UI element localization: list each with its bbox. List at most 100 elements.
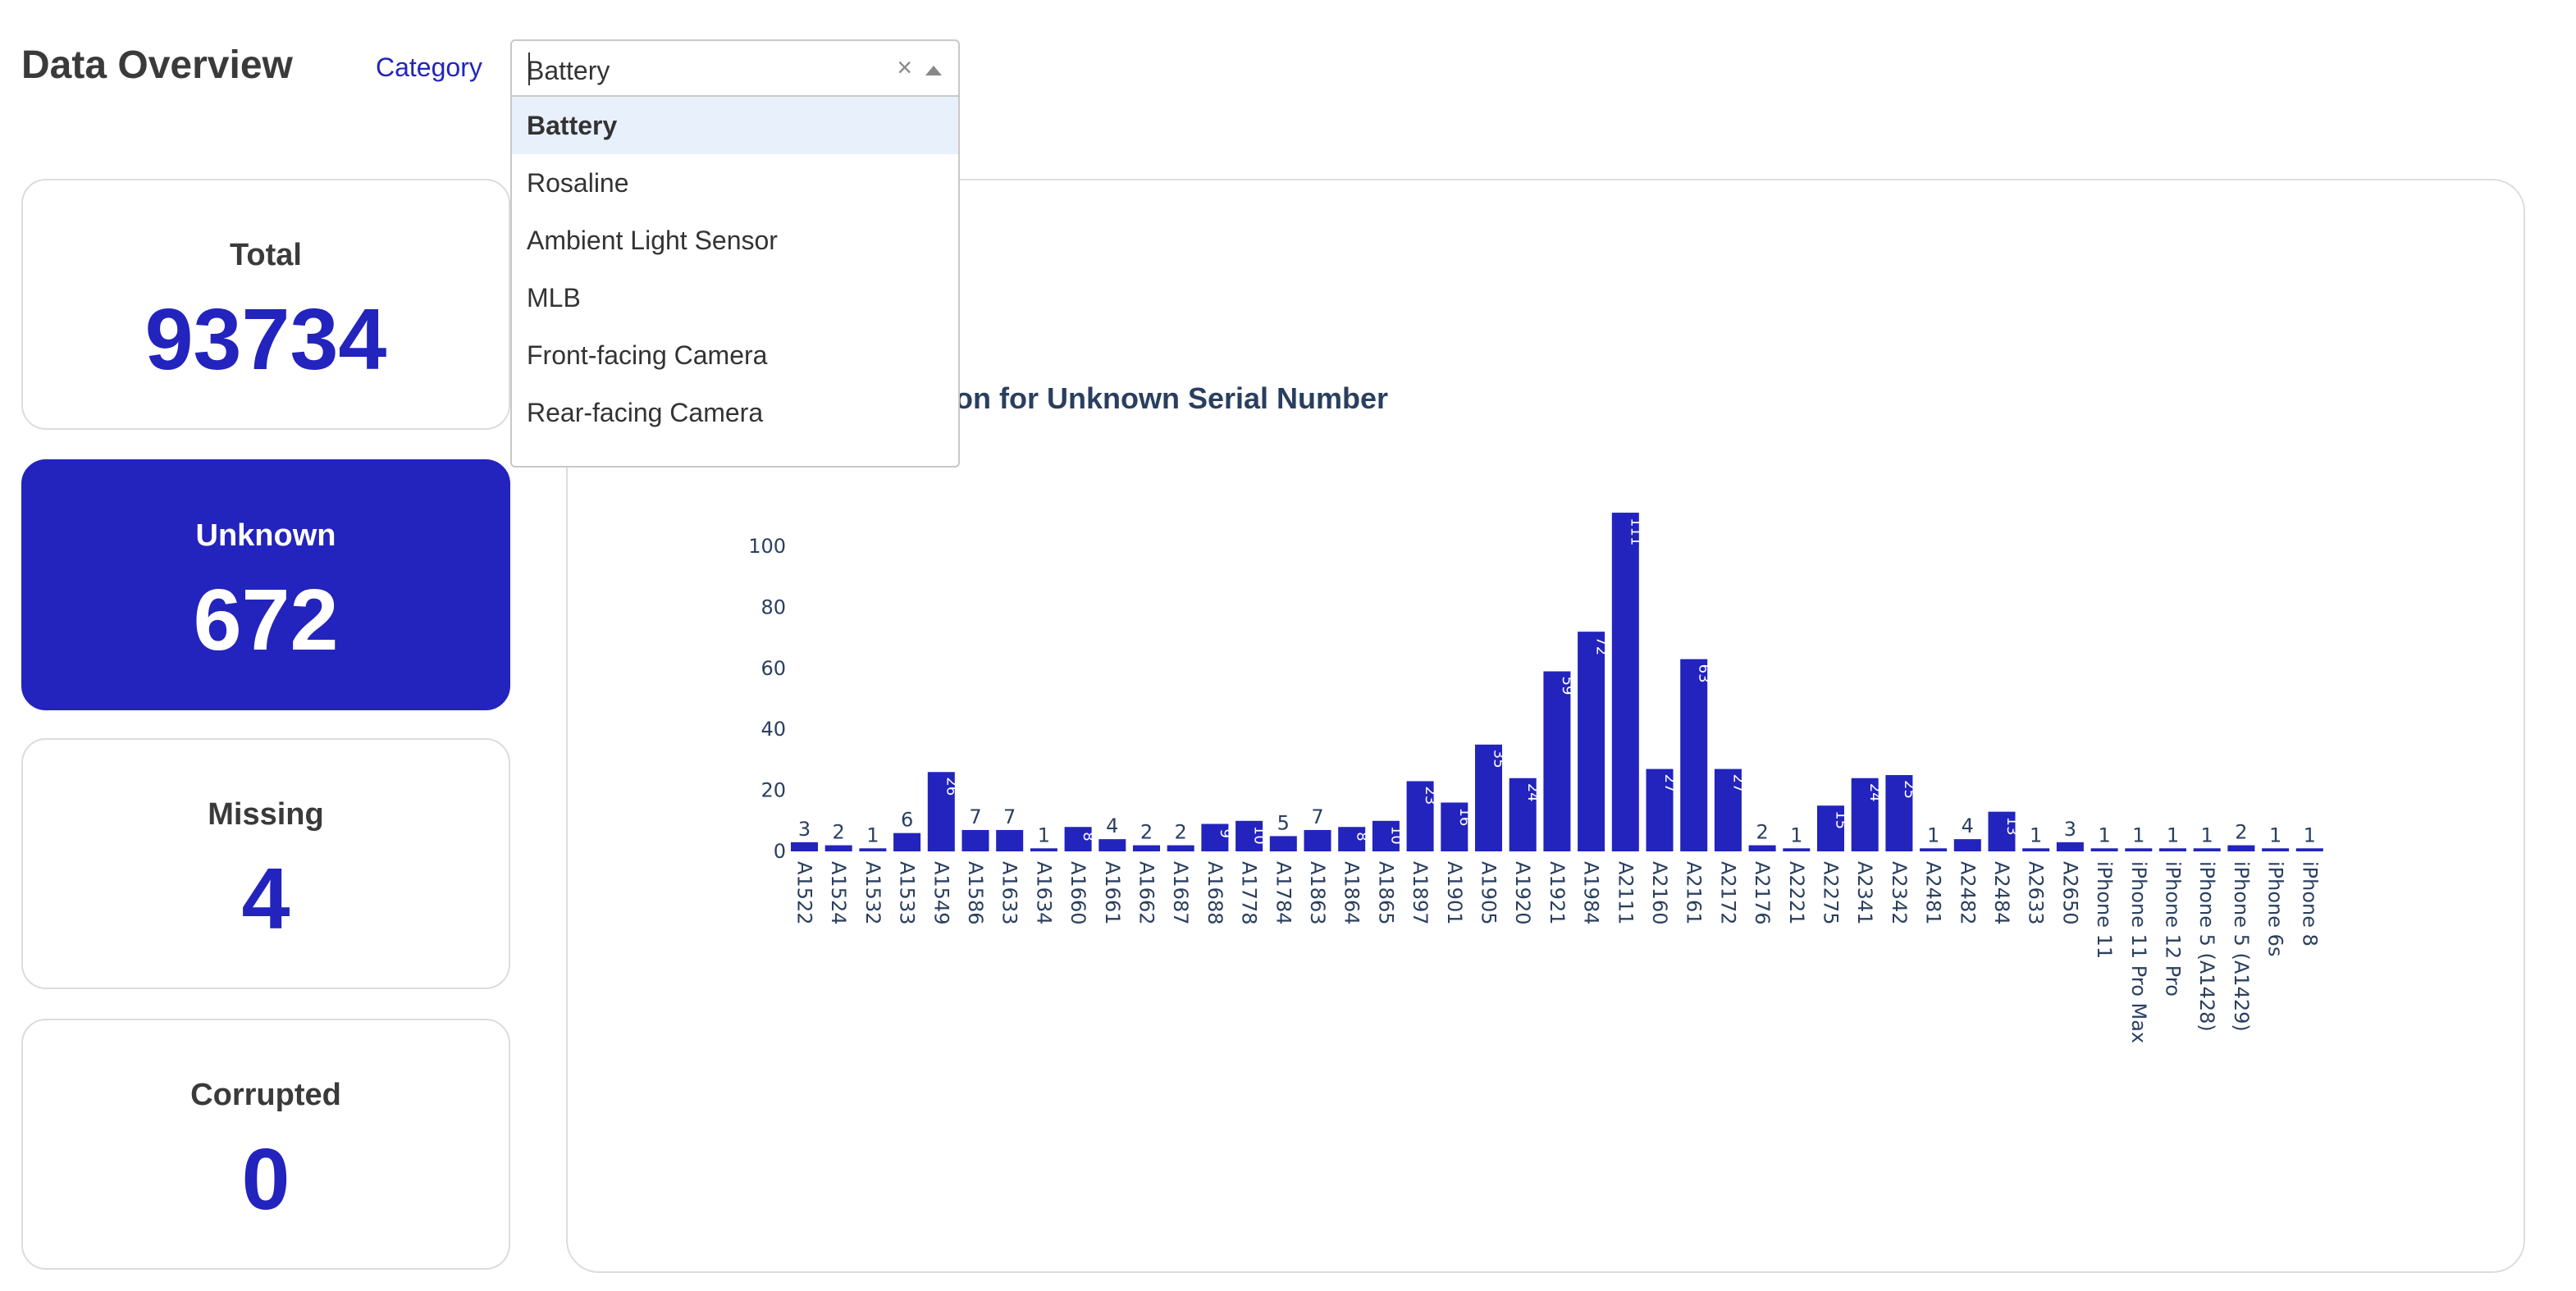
bar-value-label: 7: [1003, 805, 1016, 828]
missing-card-label: Missing: [208, 797, 324, 832]
bar[interactable]: [1748, 845, 1776, 851]
bar[interactable]: [1953, 839, 1981, 851]
bar[interactable]: [2262, 848, 2290, 851]
x-tick-label: A1533: [896, 861, 919, 925]
clear-icon[interactable]: ×: [897, 52, 912, 82]
bar-value-label: 63: [1696, 664, 1713, 683]
bar[interactable]: [2125, 848, 2153, 851]
bar[interactable]: [1988, 811, 2016, 851]
total-card[interactable]: Total 93734: [21, 179, 510, 430]
bar[interactable]: [824, 845, 852, 851]
bar[interactable]: [2295, 848, 2323, 851]
bar[interactable]: [1920, 848, 1948, 851]
bar[interactable]: [1578, 632, 1605, 851]
dropdown-option-mlb[interactable]: MLB: [527, 283, 581, 312]
bar[interactable]: [1098, 839, 1126, 851]
bar[interactable]: [1680, 659, 1708, 851]
chart-panel: ution for Unknown Serial Number 0 20 40 60 8…: [566, 179, 2525, 1273]
bar[interactable]: [996, 829, 1024, 851]
bar-value-label: 24: [1866, 783, 1884, 802]
bar[interactable]: [1441, 802, 1468, 851]
bar[interactable]: [1543, 671, 1571, 851]
missing-card[interactable]: Missing 4: [21, 738, 510, 989]
bar[interactable]: [1235, 820, 1263, 851]
x-tick-label: A2650: [2058, 861, 2081, 925]
x-tick-label: A2176: [1751, 861, 1774, 925]
bar-value-label: 4: [1106, 814, 1118, 837]
bar-value-label: 7: [1311, 805, 1323, 828]
bar[interactable]: [1475, 744, 1502, 851]
bar[interactable]: [859, 848, 887, 851]
bar[interactable]: [1167, 845, 1194, 851]
x-tick-label: A1984: [1580, 861, 1603, 925]
category-select-value[interactable]: Battery: [527, 56, 610, 85]
corrupted-card[interactable]: Corrupted 0: [21, 1019, 510, 1270]
x-tick-label: A2484: [1990, 861, 2013, 925]
dropdown-menu: Battery Rosaline Ambient Light Sensor ML…: [510, 97, 960, 468]
bar-value-label: 27: [1729, 774, 1747, 793]
bar-value-label: 6: [901, 809, 913, 832]
bar-value-label: 1: [1927, 823, 1939, 846]
x-tick-label: A2172: [1716, 861, 1739, 925]
bar-value-label: 2: [1140, 821, 1153, 844]
missing-card-value: 4: [241, 851, 290, 947]
bar[interactable]: [1646, 769, 1674, 851]
bar-value-label: 2: [2235, 821, 2247, 844]
x-tick-label: A2111: [1614, 861, 1637, 925]
x-tick-label: A2481: [1922, 861, 1945, 925]
bar[interactable]: [2090, 848, 2118, 851]
y-tick-label: 40: [760, 718, 786, 741]
bar-value-label: 23: [1422, 786, 1439, 805]
bar-value-label: 1: [2201, 823, 2213, 846]
bar[interactable]: [2056, 842, 2084, 851]
bar[interactable]: [1509, 778, 1537, 851]
bar[interactable]: [1338, 827, 1366, 851]
y-tick-label: 20: [760, 779, 786, 802]
dropdown-option-rosaline[interactable]: Rosaline: [527, 168, 629, 198]
bar[interactable]: [1269, 836, 1297, 851]
category-select-control[interactable]: Battery ×: [510, 39, 960, 97]
bar[interactable]: [893, 833, 921, 851]
bar[interactable]: [1201, 823, 1229, 851]
x-tick-label: A1634: [1032, 861, 1055, 925]
bar-value-label: 3: [798, 818, 811, 841]
bar[interactable]: [1372, 820, 1400, 851]
bar[interactable]: [1064, 827, 1092, 851]
bar[interactable]: [1406, 781, 1434, 851]
y-axis: 0 20 40 60 80 100: [748, 535, 786, 863]
dropdown-option-rear-facing-camera[interactable]: Rear-facing Camera: [527, 398, 764, 427]
x-tick-label: A1532: [861, 861, 884, 925]
bar[interactable]: [1885, 775, 1913, 851]
bar-value-label: 1: [2269, 823, 2281, 846]
bar[interactable]: [961, 829, 989, 851]
dropdown-option-battery[interactable]: Battery: [512, 97, 958, 154]
x-tick-label: A1662: [1135, 861, 1158, 925]
bar-value-label: 111: [1627, 518, 1644, 545]
dropdown-option-ambient-light-sensor[interactable]: Ambient Light Sensor: [527, 226, 778, 255]
bar[interactable]: [2022, 848, 2050, 851]
dropdown-option-front-facing-camera[interactable]: Front-facing Camera: [527, 340, 768, 370]
chevron-up-icon[interactable]: [925, 66, 942, 75]
bar[interactable]: [2159, 848, 2186, 851]
bar[interactable]: [1783, 848, 1811, 851]
bar[interactable]: [1817, 805, 1844, 851]
x-tick-label: A1633: [998, 861, 1021, 925]
bar[interactable]: [1304, 829, 1331, 851]
bar[interactable]: [2193, 848, 2221, 851]
bar[interactable]: [1030, 848, 1057, 851]
category-dropdown[interactable]: Battery × Battery Rosaline Ambient Light…: [510, 39, 960, 468]
bar[interactable]: [2227, 845, 2255, 851]
bar-value-label: 72: [1593, 636, 1610, 655]
bar[interactable]: [1714, 769, 1742, 851]
y-tick-label: 100: [748, 535, 786, 558]
bar-value-label: 2: [833, 821, 845, 844]
bar[interactable]: [1611, 513, 1639, 851]
unknown-card[interactable]: Unknown 672: [21, 459, 510, 710]
bar[interactable]: [1851, 778, 1879, 851]
bar[interactable]: [791, 842, 818, 851]
bar-value-label: 35: [1491, 750, 1508, 769]
x-tick-label: A1660: [1066, 861, 1089, 925]
bar[interactable]: [927, 772, 955, 851]
x-tick-label: A1687: [1169, 861, 1192, 925]
bar[interactable]: [1133, 845, 1160, 851]
